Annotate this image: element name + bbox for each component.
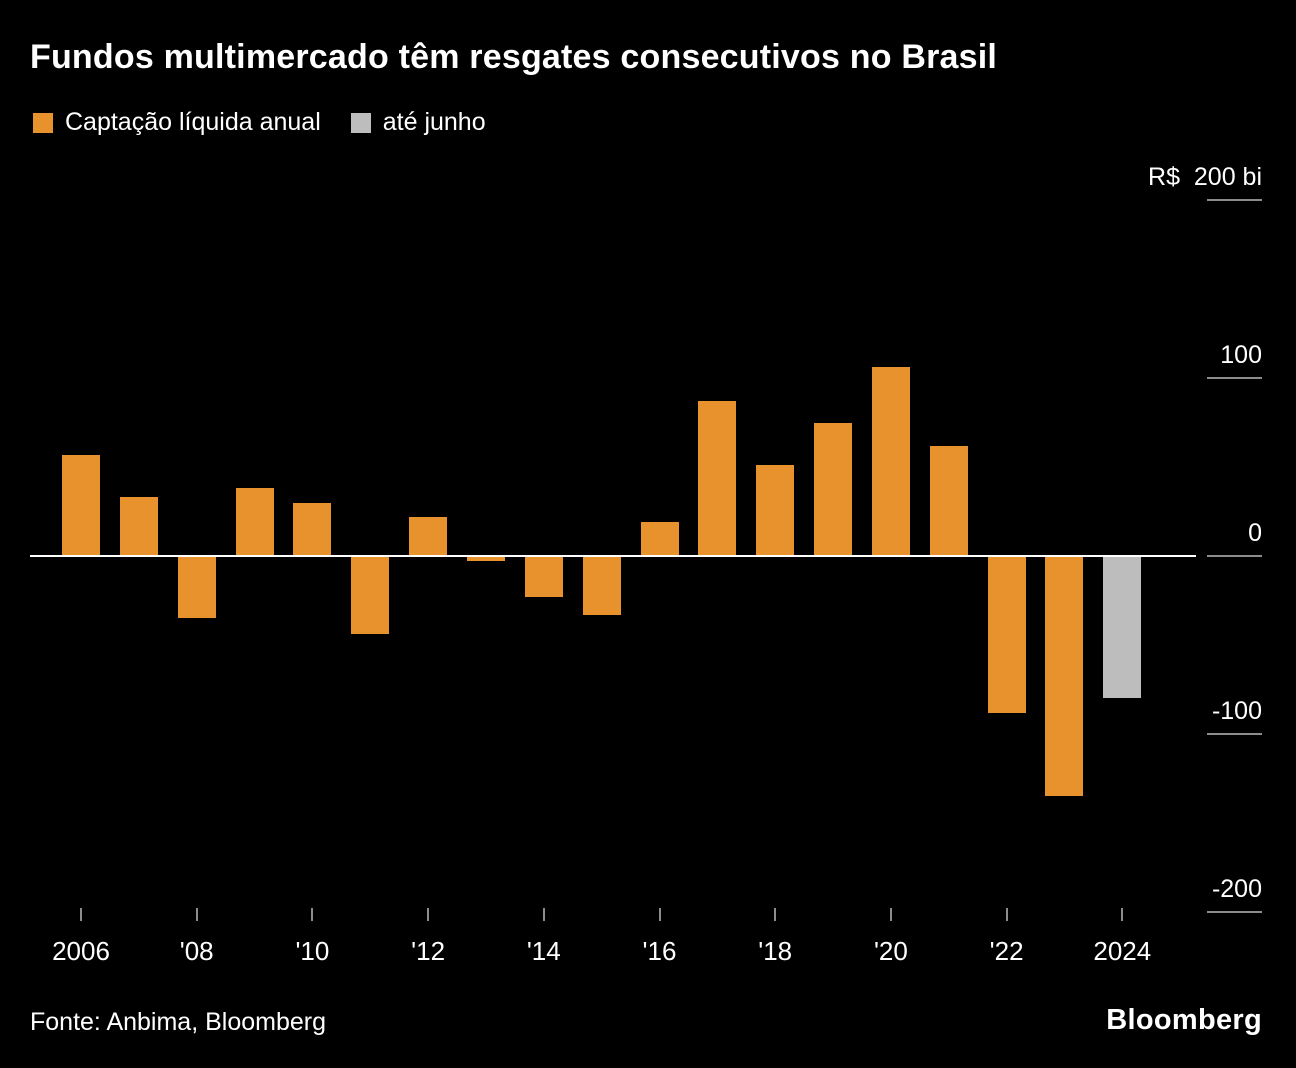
x-axis-label-2024: 2024 (1093, 936, 1152, 966)
x-axis-label-20: '20 (873, 936, 908, 966)
x-axis-tick-12 (427, 908, 430, 921)
x-axis-tick-14 (542, 908, 545, 921)
legend-swatch-1 (33, 112, 53, 133)
x-axis-label-18: '18 (758, 936, 793, 966)
y-axis-tick-100 (1207, 377, 1262, 379)
bar-2018 (756, 465, 795, 556)
y-axis-label--200: -200 (1211, 875, 1262, 903)
bar-2013 (466, 556, 505, 562)
x-axis-label-22: '22 (989, 936, 1024, 966)
legend-swatch-2 (350, 112, 371, 133)
x-axis-tick-20 (889, 908, 892, 921)
bar-2008 (177, 556, 216, 619)
legend-label-1: Captação líquida anual (65, 108, 321, 136)
x-axis-label-10: '10 (295, 936, 330, 966)
bar-2011 (351, 556, 390, 635)
bar-2019 (814, 422, 853, 556)
x-axis-tick-16 (658, 908, 661, 921)
x-axis-tick-08 (195, 908, 198, 921)
y-axis-tick--100 (1207, 733, 1262, 735)
zero-baseline (30, 555, 1196, 557)
x-axis-label-14: '14 (526, 936, 561, 966)
legend-label-2: até junho (382, 108, 486, 136)
x-axis-tick-18 (774, 908, 777, 921)
bloomberg-logo: Bloomberg (1106, 1004, 1262, 1036)
x-axis-tick-10 (311, 908, 314, 921)
y-axis-tick-200 (1207, 199, 1262, 201)
bar-2017 (698, 401, 737, 556)
bar-2023 (1045, 556, 1084, 797)
bar-2014 (524, 556, 563, 597)
x-axis-label-2006: 2006 (52, 936, 110, 966)
bar-2015 (582, 556, 621, 615)
y-axis-label-200: R$ 200 bi (1148, 163, 1262, 191)
bar-2020 (871, 367, 910, 556)
bar-2016 (640, 522, 679, 556)
bar-2010 (293, 502, 332, 556)
x-axis-tick-2024 (1121, 908, 1124, 921)
y-axis-tick--200 (1207, 911, 1262, 913)
legend: Captação líquida anual até junho (33, 108, 486, 137)
y-axis-label--100: -100 (1211, 697, 1262, 725)
x-axis-tick-2006 (80, 908, 82, 921)
x-axis-label-08: '08 (179, 936, 214, 966)
bar-2012 (409, 516, 448, 556)
bar-2021 (929, 445, 968, 556)
legend-item-2: até junho (350, 108, 486, 137)
source-note: Fonte: Anbima, Bloomberg (30, 1008, 326, 1036)
bar-2009 (235, 488, 274, 556)
x-axis-tick-22 (1005, 908, 1008, 921)
bar-2007 (119, 497, 158, 556)
legend-item-1: Captação líquida anual (33, 108, 321, 137)
x-axis-label-16: '16 (642, 936, 677, 966)
x-axis-label-12: '12 (411, 936, 446, 966)
chart-title: Fundos multimercado têm resgates consecu… (30, 38, 998, 76)
y-axis-label-0: 0 (1248, 519, 1262, 547)
y-axis-label-100: 100 (1220, 341, 1262, 369)
bar-2022 (987, 556, 1026, 713)
y-axis-tick-0 (1207, 555, 1262, 557)
bar-2024-ytd (1103, 556, 1142, 699)
bar-2006 (62, 454, 100, 556)
